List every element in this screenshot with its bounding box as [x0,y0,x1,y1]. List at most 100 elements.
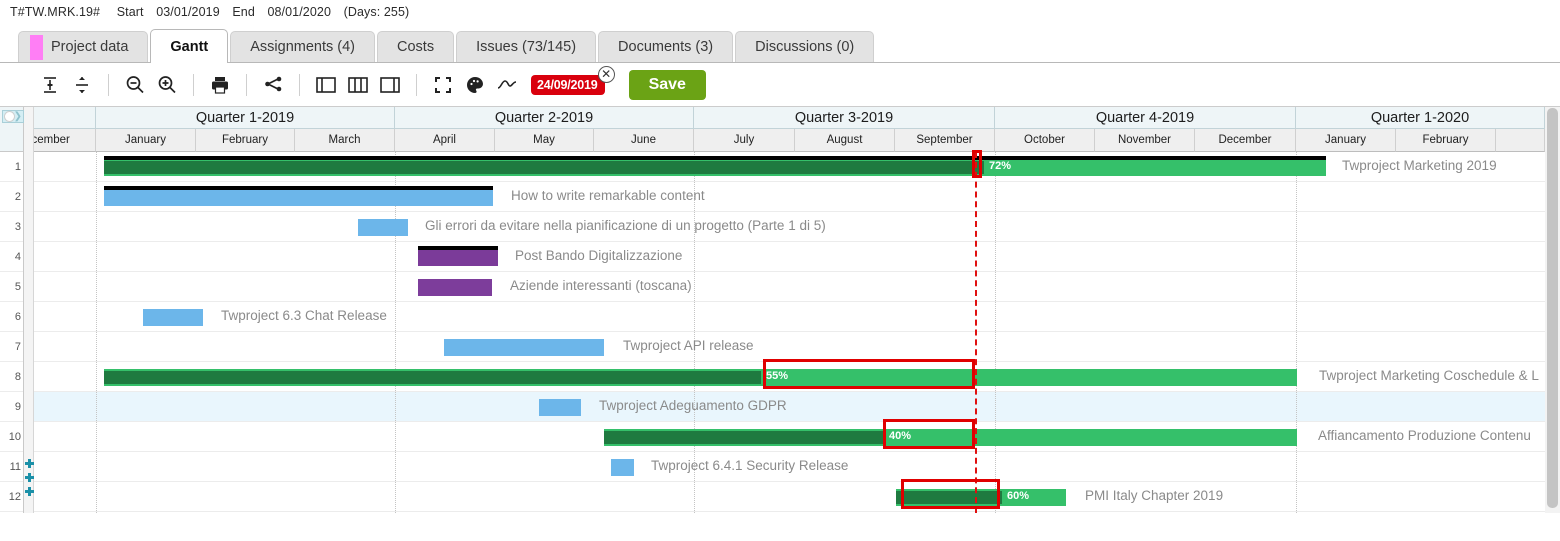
today-date-badge[interactable]: 24/09/2019 ✕ [531,65,615,95]
task-bar[interactable]: 72% [104,156,1326,176]
gantt-row[interactable]: 72% Twproject Marketing 2019 [0,152,1560,182]
vertical-scroll-thumb[interactable] [1547,108,1558,508]
tab-label: Assignments (4) [250,39,356,55]
task-name-label: Post Bando Digitalizzazione [515,248,683,263]
add-row-icon-2[interactable] [25,473,34,482]
tab-documents-3[interactable]: Documents (3) [598,31,734,62]
task-bar[interactable]: 40% [604,429,1297,446]
gantt-chart[interactable]: Quarter 1-2019 Quarter 2-2019 Quarter 3-20… [0,107,1560,513]
gantt-row[interactable]: Gli errori da evitare nella pianificazio… [0,212,1560,242]
task-name-label: Gli errori da evitare nella pianificazio… [425,218,826,233]
project-color-swatch [30,34,43,60]
add-row-icon-1[interactable] [25,459,34,468]
month-cell: January [96,129,196,152]
task-name-label: Twproject 6.4.1 Security Release [651,458,849,473]
task-bar[interactable] [418,246,498,266]
gantt-row[interactable]: Twproject 6.3 Chat Release [0,302,1560,332]
scroll-thumb[interactable] [4,111,15,122]
task-bar-topline [418,246,498,250]
toolbar-divider-5 [416,73,417,96]
task-bar[interactable] [104,186,493,206]
month-cell: November [1095,129,1195,152]
month-cell: September [895,129,995,152]
project-info-bar: T#TW.MRK.19# Start 03/01/2019 End 08/01/… [0,0,1560,28]
month-cell: February [1396,129,1496,152]
tab-label: Issues (73/145) [476,39,577,55]
task-bar[interactable] [143,309,203,326]
task-progress-fill [604,431,884,444]
collapse-all-icon[interactable] [37,72,63,98]
task-bar[interactable]: 60% [896,489,1066,506]
dependencies-icon[interactable] [260,72,286,98]
tab-costs[interactable]: Costs [377,31,455,62]
gantt-row[interactable]: Twproject Adeguamento GDPR [0,392,1560,422]
close-icon[interactable]: ✕ [597,65,615,83]
row-numbers: 12345678910111213 [0,152,23,513]
row-number-gutter: ❯ 12345678910111213 [0,107,24,513]
tab-project-data[interactable]: Project data [18,31,149,62]
tab-label: Costs [397,39,435,55]
gantt-rows[interactable]: 72% Twproject Marketing 2019 How to write … [0,152,1560,513]
expand-all-icon[interactable] [69,72,95,98]
horizontal-scroll-widget[interactable]: ❯ [2,110,24,123]
zoom-out-icon[interactable] [122,72,148,98]
month-cell: October [995,129,1095,152]
toolbar-divider-3 [246,73,247,96]
layout-wide-pane-icon[interactable] [377,72,403,98]
task-progress-fill [896,491,1002,504]
task-bar[interactable] [358,219,408,236]
month-cell: June [594,129,694,152]
task-progress-label: 60% [1007,490,1030,502]
gantt-row[interactable] [0,512,1560,513]
row-number: 6 [0,302,23,332]
tab-gantt[interactable]: Gantt [150,29,229,63]
gantt-row[interactable]: Twproject 6.4.1 Security Release [0,452,1560,482]
vertical-scrollbar[interactable] [1545,107,1560,513]
quarter-cell: Quarter 1-2020 [1296,107,1545,129]
task-bar[interactable] [444,339,604,356]
row-number: 13 [0,512,23,513]
end-label: End [232,5,255,19]
save-button[interactable]: Save [628,69,706,100]
print-icon[interactable] [207,72,233,98]
task-bar[interactable] [611,459,634,476]
add-row-icon-3[interactable] [25,487,34,496]
task-bar[interactable] [418,279,492,296]
month-cell: March [295,129,395,152]
quarter-row: Quarter 1-2019 Quarter 2-2019 Quarter 3-20… [0,107,1560,129]
fullscreen-icon[interactable] [430,72,456,98]
row-number: 2 [0,182,23,212]
gantt-row[interactable]: Twproject API release [0,332,1560,362]
palette-icon[interactable] [462,72,488,98]
tab-discussions-0[interactable]: Discussions (0) [735,31,875,62]
trend-chart-icon[interactable] [494,72,520,98]
gantt-row[interactable]: 40% Affiancamento Produzione Contenu [0,422,1560,452]
gantt-row[interactable]: 60% PMI Italy Chapter 2019 [0,482,1560,512]
tab-issues-73-145[interactable]: Issues (73/145) [456,31,597,62]
gantt-row[interactable]: Aziende interessanti (toscana) [0,272,1560,302]
toolbar-divider-1 [108,73,109,96]
gantt-toolbar: 24/09/2019 ✕ Save [0,63,1560,165]
toolbar-divider-4 [299,73,300,96]
gantt-row[interactable]: Post Bando Digitalizzazione [0,242,1560,272]
gantt-row[interactable]: How to write remarkable content [0,182,1560,212]
task-name-label: How to write remarkable content [511,188,705,203]
task-progress-fill [104,161,984,174]
task-bar[interactable]: 55% [104,369,1297,386]
tab-assignments-4[interactable]: Assignments (4) [230,31,376,62]
row-number: 10 [0,422,23,452]
start-date: 03/01/2019 [156,5,220,19]
gantt-row[interactable]: 55% Twproject Marketing Coschedule & L [0,362,1560,392]
task-bar[interactable] [539,399,581,416]
chevron-right-icon[interactable]: ❯ [13,111,22,122]
layout-split-pane-icon[interactable] [345,72,371,98]
gutter-header: ❯ [0,107,24,152]
month-cell: January [1296,129,1396,152]
tab-label: Project data [51,39,129,55]
task-name-label: Aziende interessanti (toscana) [510,278,692,293]
month-cell: May [495,129,594,152]
task-name-label: Affiancamento Produzione Contenu [1318,428,1531,443]
zoom-in-icon[interactable] [154,72,180,98]
task-name-label: Twproject API release [623,338,754,353]
layout-single-pane-icon[interactable] [313,72,339,98]
